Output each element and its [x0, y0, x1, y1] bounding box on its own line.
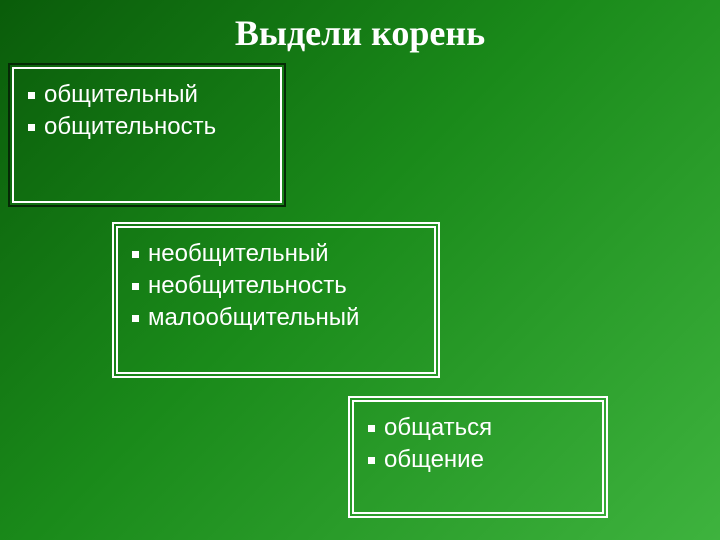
word-box-3: общаться общение — [348, 396, 608, 518]
list-item: общаться — [362, 412, 594, 444]
box1-inner-border: общительный общительность — [12, 67, 282, 203]
slide: Выдели корень общительный общительность … — [0, 0, 720, 540]
list-item: общительность — [22, 111, 272, 143]
word-list-2: необщительный необщительность малообщите… — [118, 228, 434, 342]
word-box-2: необщительный необщительность малообщите… — [112, 222, 440, 378]
word-list-1: общительный общительность — [14, 69, 280, 151]
list-item: общительный — [22, 79, 272, 111]
list-item: общение — [362, 444, 594, 476]
list-item: необщительность — [126, 270, 426, 302]
box2-inner-border: необщительный необщительность малообщите… — [116, 226, 436, 374]
word-box-1: общительный общительность — [8, 63, 286, 207]
box3-inner-border: общаться общение — [352, 400, 604, 514]
slide-title: Выдели корень — [0, 12, 720, 54]
list-item: необщительный — [126, 238, 426, 270]
list-item: малообщительный — [126, 302, 426, 334]
word-list-3: общаться общение — [354, 402, 602, 484]
